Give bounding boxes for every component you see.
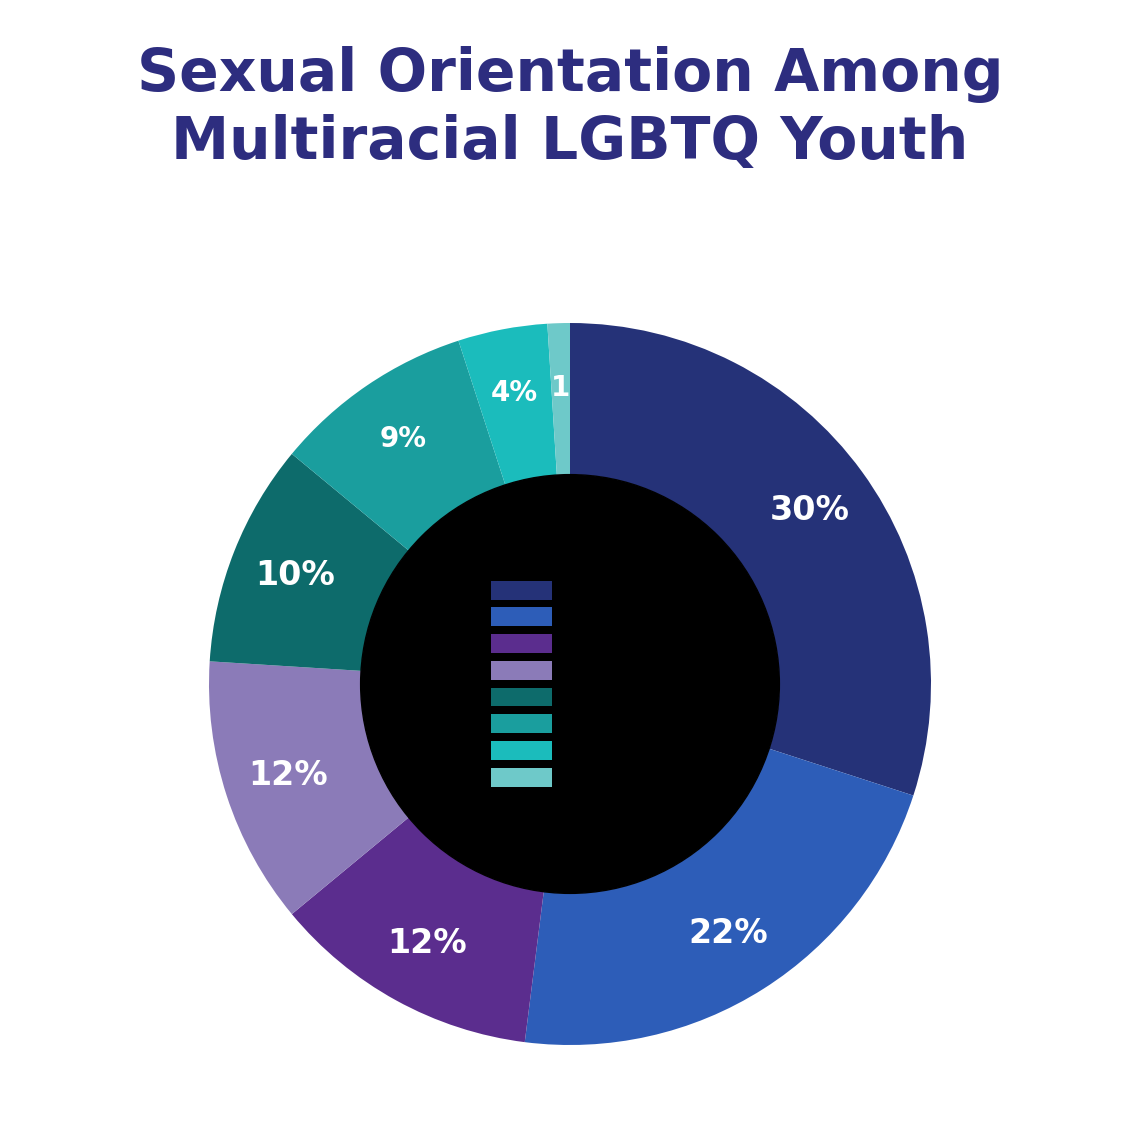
Circle shape xyxy=(360,474,780,894)
Wedge shape xyxy=(547,323,570,475)
Text: 10%: 10% xyxy=(255,559,335,592)
Text: 22%: 22% xyxy=(689,918,768,951)
Wedge shape xyxy=(570,323,931,796)
Bar xyxy=(490,767,552,787)
Bar xyxy=(490,634,552,653)
Wedge shape xyxy=(524,749,913,1045)
Text: 12%: 12% xyxy=(249,759,328,792)
Text: 1: 1 xyxy=(551,374,570,402)
Bar xyxy=(490,741,552,759)
Text: 9%: 9% xyxy=(380,425,428,454)
Wedge shape xyxy=(209,661,408,914)
Bar xyxy=(490,661,552,679)
Wedge shape xyxy=(210,454,408,670)
Wedge shape xyxy=(458,324,556,484)
Wedge shape xyxy=(292,817,544,1042)
Text: 12%: 12% xyxy=(388,927,467,960)
Text: 4%: 4% xyxy=(491,380,538,407)
Text: Sexual Orientation Among
Multiracial LGBTQ Youth: Sexual Orientation Among Multiracial LGB… xyxy=(137,46,1003,171)
Bar xyxy=(490,715,552,733)
Text: 30%: 30% xyxy=(770,494,849,527)
Bar xyxy=(490,687,552,707)
Bar xyxy=(490,580,552,600)
Bar xyxy=(490,608,552,626)
Wedge shape xyxy=(292,341,505,551)
